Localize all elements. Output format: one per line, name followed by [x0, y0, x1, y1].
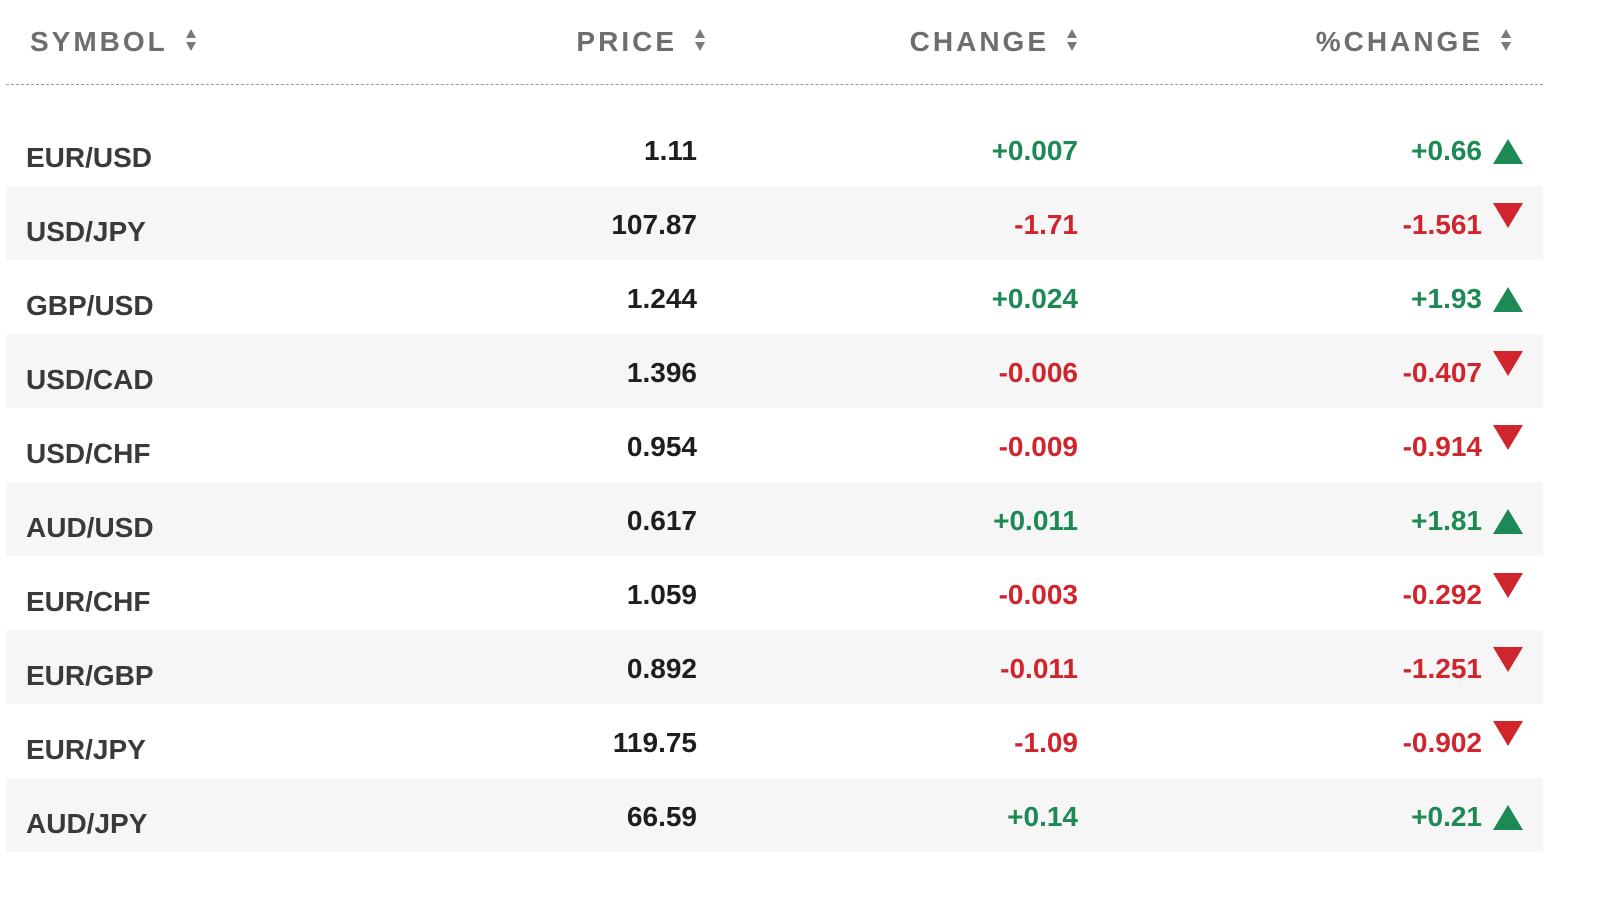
price-cell: 0.954 — [626, 431, 697, 462]
triangle-up-icon — [1493, 509, 1523, 534]
triangle-up-icon — [1493, 287, 1523, 312]
triangle-down-icon — [1493, 425, 1523, 450]
change-header-label: CHANGE — [909, 26, 1049, 57]
triangle-down-icon — [1493, 351, 1523, 376]
symbol-cell[interactable]: EUR/USD — [26, 142, 153, 173]
sort-by-pct-change-header[interactable]: %CHANGE — [1316, 26, 1511, 58]
change-cell: -0.009 — [998, 431, 1078, 462]
change-cell: -1.71 — [1014, 209, 1078, 240]
triangle-down-icon — [1493, 647, 1523, 672]
table-row[interactable]: EUR/USD 1.11 +0.007 +0.66 — [6, 112, 1543, 186]
sort-arrows-icon — [1067, 29, 1077, 51]
triangle-up-icon — [1493, 805, 1523, 830]
table-row[interactable]: USD/CAD 1.396 -0.006 -0.407 — [6, 334, 1543, 408]
price-cell: 1.11 — [644, 135, 697, 166]
change-cell: -0.006 — [998, 357, 1078, 388]
sort-arrows-icon — [185, 29, 196, 51]
table-row[interactable]: EUR/GBP 0.892 -0.011 -1.251 — [6, 630, 1543, 704]
table-row[interactable]: EUR/CHF 1.059 -0.003 -0.292 — [6, 556, 1543, 630]
price-cell: 66.59 — [626, 801, 697, 832]
table-row[interactable]: AUD/JPY 66.59 +0.14 +0.21 — [6, 778, 1543, 852]
table-row[interactable]: GBP/USD 1.244 +0.024 +1.93 — [6, 260, 1543, 334]
symbol-cell[interactable]: GBP/USD — [26, 290, 154, 321]
pct-change-cell: -0.292 — [1402, 579, 1482, 610]
sort-by-symbol-header[interactable]: SYMBOL — [30, 26, 196, 58]
price-cell: 1.059 — [626, 579, 697, 610]
table-header: SYMBOL PRICE CHANGE %CHANGE — [6, 0, 1543, 85]
symbol-cell[interactable]: EUR/GBP — [26, 660, 154, 691]
change-cell: +0.024 — [991, 283, 1078, 314]
triangle-down-icon — [1493, 721, 1523, 746]
change-cell: -0.011 — [1000, 653, 1078, 684]
price-cell: 119.75 — [612, 727, 697, 758]
change-cell: +0.007 — [991, 135, 1078, 166]
pct-change-cell: -1.251 — [1402, 653, 1482, 684]
pct-change-cell: +0.66 — [1411, 135, 1482, 166]
pct-change-cell: -1.561 — [1402, 209, 1482, 240]
triangle-down-icon — [1493, 573, 1523, 598]
table-body: EUR/USD 1.11 +0.007 +0.66 USD/JPY 107.87… — [6, 112, 1543, 852]
symbol-cell[interactable]: AUD/USD — [26, 512, 154, 543]
change-cell: +0.14 — [1007, 801, 1078, 832]
triangle-up-icon — [1493, 139, 1523, 164]
pct-change-cell: -0.914 — [1402, 431, 1482, 462]
price-cell: 1.244 — [626, 283, 697, 314]
pct-change-cell: -0.407 — [1402, 357, 1482, 388]
sort-arrows-icon — [695, 29, 705, 51]
change-cell: -1.09 — [1014, 727, 1078, 758]
symbol-cell[interactable]: EUR/CHF — [26, 586, 151, 617]
price-header-label: PRICE — [576, 26, 677, 57]
symbol-cell[interactable]: USD/CHF — [26, 438, 151, 469]
symbol-header-label: SYMBOL — [30, 26, 168, 57]
sort-by-change-header[interactable]: CHANGE — [910, 26, 1077, 58]
pct-change-cell: -0.902 — [1402, 727, 1482, 758]
pct-change-cell: +1.93 — [1411, 283, 1482, 314]
change-cell: +0.011 — [993, 505, 1078, 536]
table-row[interactable]: EUR/JPY 119.75 -1.09 -0.902 — [6, 704, 1543, 778]
table-row[interactable]: AUD/USD 0.617 +0.011 +1.81 — [6, 482, 1543, 556]
symbol-cell[interactable]: AUD/JPY — [26, 808, 148, 839]
pct-change-cell: +1.81 — [1411, 505, 1482, 536]
price-cell: 1.396 — [626, 357, 697, 388]
price-cell: 0.892 — [626, 653, 697, 684]
price-cell: 0.617 — [626, 505, 697, 536]
pct-change-cell: +0.21 — [1411, 801, 1482, 832]
symbol-cell[interactable]: USD/CAD — [26, 364, 154, 395]
table-row[interactable]: USD/JPY 107.87 -1.71 -1.561 — [6, 186, 1543, 260]
triangle-down-icon — [1493, 203, 1523, 228]
change-cell: -0.003 — [998, 579, 1078, 610]
symbol-cell[interactable]: USD/JPY — [26, 216, 146, 247]
table-row[interactable]: USD/CHF 0.954 -0.009 -0.914 — [6, 408, 1543, 482]
currency-table: SYMBOL PRICE CHANGE %CHANGE EUR/USD 1.11… — [6, 0, 1543, 852]
price-cell: 107.87 — [611, 209, 697, 240]
sort-by-price-header[interactable]: PRICE — [576, 26, 705, 58]
pct-change-header-label: %CHANGE — [1315, 26, 1483, 57]
sort-arrows-icon — [1501, 29, 1511, 51]
symbol-cell[interactable]: EUR/JPY — [26, 734, 146, 765]
